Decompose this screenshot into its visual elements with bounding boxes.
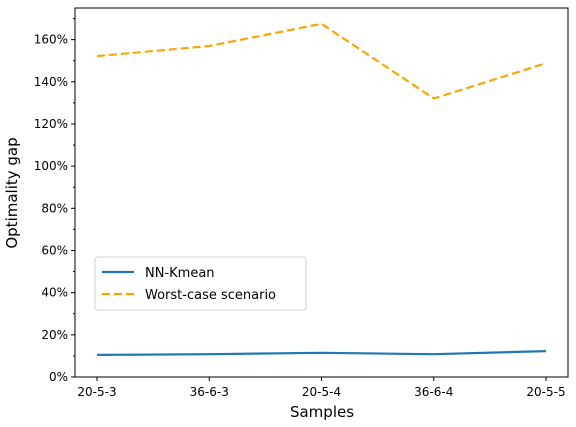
legend-box bbox=[94, 256, 307, 311]
plot-area bbox=[74, 7, 569, 378]
plot-frame bbox=[74, 7, 569, 378]
y-tick-label: 20% bbox=[41, 328, 68, 342]
x-tick-label: 20-5-4 bbox=[302, 385, 341, 399]
y-tick-label: 80% bbox=[41, 201, 68, 215]
legend-label: NN-Kmean bbox=[145, 266, 215, 281]
series-lines bbox=[96, 22, 547, 356]
y-tick-label: 0% bbox=[49, 370, 68, 384]
y-tick-label: 160% bbox=[34, 33, 68, 47]
x-tick-label: 36-6-3 bbox=[190, 385, 229, 399]
y-tick-label: 60% bbox=[41, 243, 68, 257]
x-tick-label: 36-6-4 bbox=[414, 385, 453, 399]
legend: NN-Kmean Worst-case scenario bbox=[94, 256, 307, 311]
y-axis-label: Optimality gap bbox=[3, 137, 21, 248]
y-tick-label: 140% bbox=[34, 75, 68, 89]
y-tick-label: 120% bbox=[34, 117, 68, 131]
series-line-1 bbox=[96, 350, 547, 356]
y-axis: 0% 20% 40% 60% 80% 100% 120% 140% 160% bbox=[34, 18, 75, 384]
legend-label: Worst-case scenario bbox=[145, 288, 276, 303]
x-axis: 20-5-3 36-6-3 20-5-4 36-6-4 20-5-5 bbox=[77, 377, 566, 399]
y-tick-label: 40% bbox=[41, 286, 68, 300]
x-axis-label: Samples bbox=[290, 403, 354, 421]
series-line-2 bbox=[96, 22, 547, 100]
y-tick-label: 100% bbox=[34, 159, 68, 173]
x-tick-label: 20-5-5 bbox=[526, 385, 565, 399]
x-tick-label: 20-5-3 bbox=[77, 385, 116, 399]
